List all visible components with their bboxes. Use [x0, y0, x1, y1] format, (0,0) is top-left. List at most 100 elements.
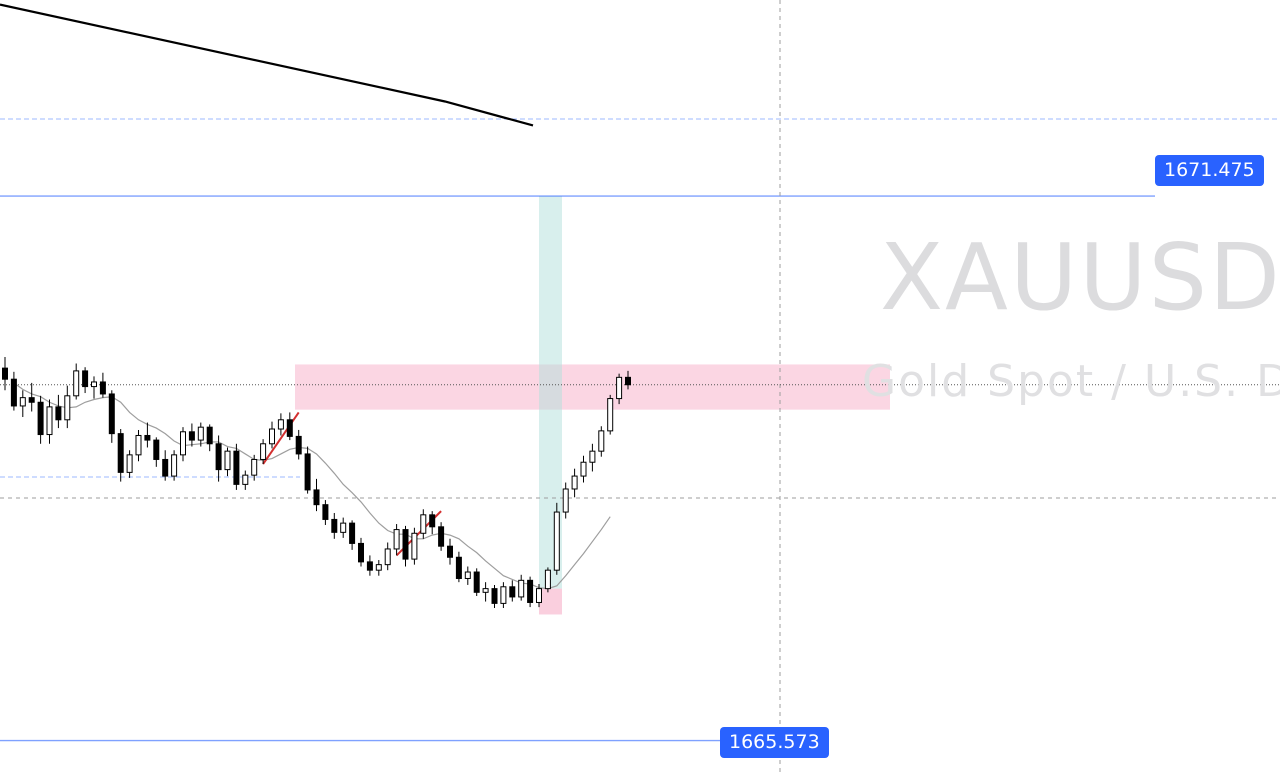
candle	[171, 450, 178, 481]
candle	[384, 542, 391, 571]
candle	[447, 538, 453, 565]
candle-body	[518, 579, 525, 598]
candle	[269, 421, 275, 449]
candle-body	[126, 454, 133, 473]
candle	[73, 363, 80, 400]
candle-body	[19, 397, 26, 407]
candle	[37, 395, 44, 444]
candle-body	[197, 426, 204, 441]
candle-body	[2, 367, 8, 380]
candle-body	[366, 561, 373, 571]
candle	[251, 454, 258, 481]
candle	[91, 376, 97, 399]
watermark-symbol: XAUUSD,	[880, 224, 1280, 331]
candle	[358, 537, 364, 567]
candle-body	[402, 529, 409, 560]
candle-body	[286, 419, 293, 437]
candle	[589, 443, 596, 472]
moving-average-line	[13, 382, 611, 590]
candle	[607, 394, 614, 435]
candle-body	[37, 401, 44, 436]
candle-body	[544, 569, 551, 590]
candle-body	[46, 406, 53, 436]
candle	[455, 551, 462, 583]
candle-body	[420, 514, 427, 534]
candle	[375, 560, 382, 576]
candle	[135, 429, 142, 462]
candle-body	[447, 545, 453, 558]
candle-body	[215, 443, 222, 471]
candle	[482, 582, 489, 602]
candle	[144, 422, 151, 448]
candle	[10, 371, 17, 411]
candle-body	[491, 588, 498, 604]
candle	[224, 447, 231, 477]
candle	[322, 500, 329, 525]
candle-body	[108, 393, 115, 435]
candle-body	[117, 433, 124, 473]
candle-body	[500, 586, 507, 604]
candle	[331, 512, 338, 539]
candle-body	[55, 406, 62, 421]
candle-body	[589, 450, 596, 463]
candle-body	[269, 428, 275, 445]
supply-zone	[295, 364, 890, 410]
candle	[153, 437, 160, 467]
candle	[162, 450, 169, 481]
candle	[126, 450, 133, 478]
candle-body	[598, 430, 605, 452]
watermark-description: Gold Spot / U.S. Do	[862, 356, 1280, 407]
candle	[197, 422, 204, 447]
candle-body	[571, 475, 578, 490]
candle-body	[153, 439, 160, 460]
candle	[420, 509, 427, 539]
candle	[82, 367, 89, 394]
candle	[277, 413, 284, 436]
candle-body	[304, 453, 311, 491]
candle-body	[375, 564, 382, 571]
candle	[188, 423, 195, 447]
candle-body	[10, 378, 17, 407]
candle-body	[224, 450, 231, 471]
candle-body	[322, 504, 329, 520]
candle	[500, 582, 507, 609]
candle	[536, 584, 542, 608]
long-position-profit-zone	[539, 196, 562, 589]
upper-price-label[interactable]: 1671.475	[1155, 155, 1264, 186]
candle-body	[527, 579, 534, 603]
candle	[616, 373, 623, 405]
lower-price-label[interactable]: 1665.573	[720, 727, 829, 758]
candle-body	[135, 434, 142, 456]
candle	[242, 470, 249, 490]
candle-body	[509, 586, 516, 598]
long-position-loss-zone	[539, 588, 562, 615]
candle-body	[607, 398, 614, 432]
candle-body	[295, 435, 302, 455]
candle	[108, 390, 115, 443]
candle	[304, 446, 311, 494]
candle-body	[358, 542, 364, 563]
candle-body	[580, 461, 587, 477]
candle-body	[393, 529, 400, 550]
candle	[438, 522, 445, 551]
candle	[571, 468, 578, 498]
candle	[562, 482, 569, 519]
candle	[117, 429, 124, 482]
trendline	[0, 3, 534, 127]
candle	[180, 427, 186, 462]
candle	[393, 524, 400, 556]
candle-body	[171, 454, 178, 477]
candle-body	[429, 514, 436, 528]
candle-body	[99, 381, 106, 395]
candle	[64, 385, 71, 429]
candle	[46, 399, 53, 444]
candle-body	[251, 458, 258, 476]
candle-body	[206, 426, 213, 445]
candle	[518, 574, 525, 601]
candle	[295, 429, 302, 460]
candle-body	[28, 397, 35, 403]
candle	[313, 478, 320, 512]
candle	[544, 567, 551, 593]
